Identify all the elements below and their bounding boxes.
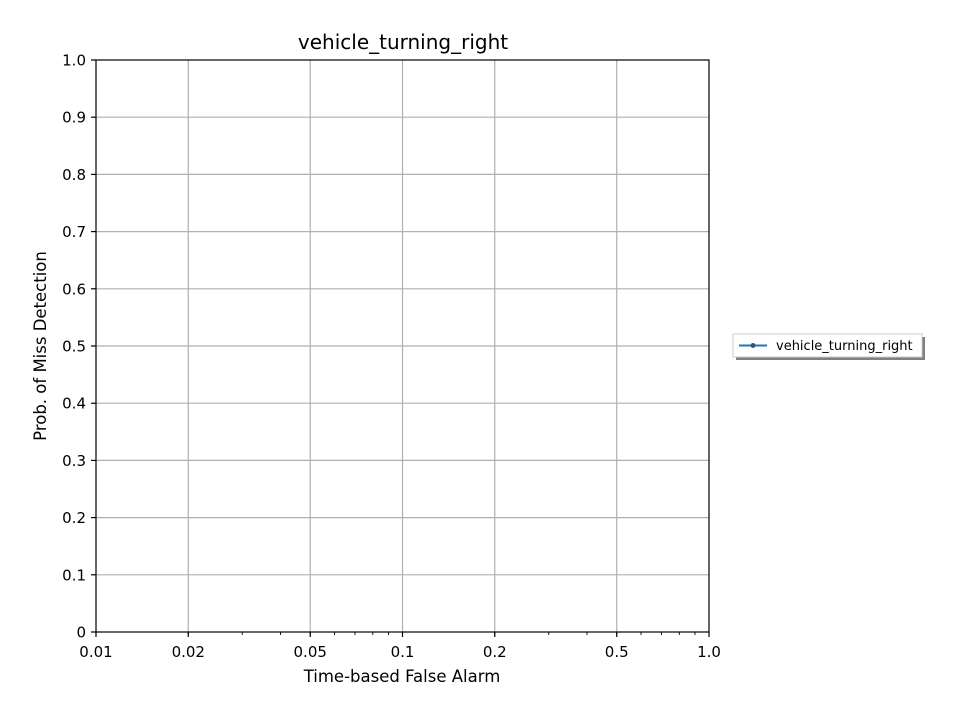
y-axis-label: Prob. of Miss Detection [31, 251, 50, 441]
legend-label: vehicle_turning_right [776, 339, 913, 354]
y-tick-label: 0.4 [62, 395, 86, 413]
legend-box [732, 333, 923, 358]
x-tick-label: 0.2 [483, 643, 507, 661]
y-tick-label: 0.1 [62, 566, 86, 584]
x-tick-label: 1.0 [697, 643, 721, 661]
x-tick-label: 0.02 [172, 643, 205, 661]
grid [96, 60, 709, 632]
x-tick-label: 0.05 [294, 643, 327, 661]
y-tick-label: 0.3 [62, 452, 86, 470]
chart-title: vehicle_turning_right [298, 30, 508, 54]
legend-marker [750, 343, 756, 348]
legend: vehicle_turning_right [732, 333, 925, 360]
x-tick-label: 0.1 [391, 643, 415, 661]
y-tick-label: 0.2 [62, 509, 86, 527]
x-tick-label: 0.01 [79, 643, 112, 661]
y-tick-label: 0.6 [62, 280, 86, 298]
y-tick-label: 0.8 [62, 166, 86, 184]
y-tick-label: 0.9 [62, 109, 86, 127]
y-tick-label: 0 [76, 624, 86, 642]
ticks: 0.01 0.02 0.05 0.1 0.2 0.5 1.0 0 0.1 0.2 0.3 0.4 0.5… [62, 52, 721, 662]
y-tick-label: 0.7 [62, 223, 86, 241]
y-tick-label: 1.0 [62, 52, 86, 70]
y-tick-label: 0.5 [62, 338, 86, 356]
x-tick-label: 0.5 [605, 643, 629, 661]
x-axis-label: Time-based False Alarm [303, 667, 501, 686]
